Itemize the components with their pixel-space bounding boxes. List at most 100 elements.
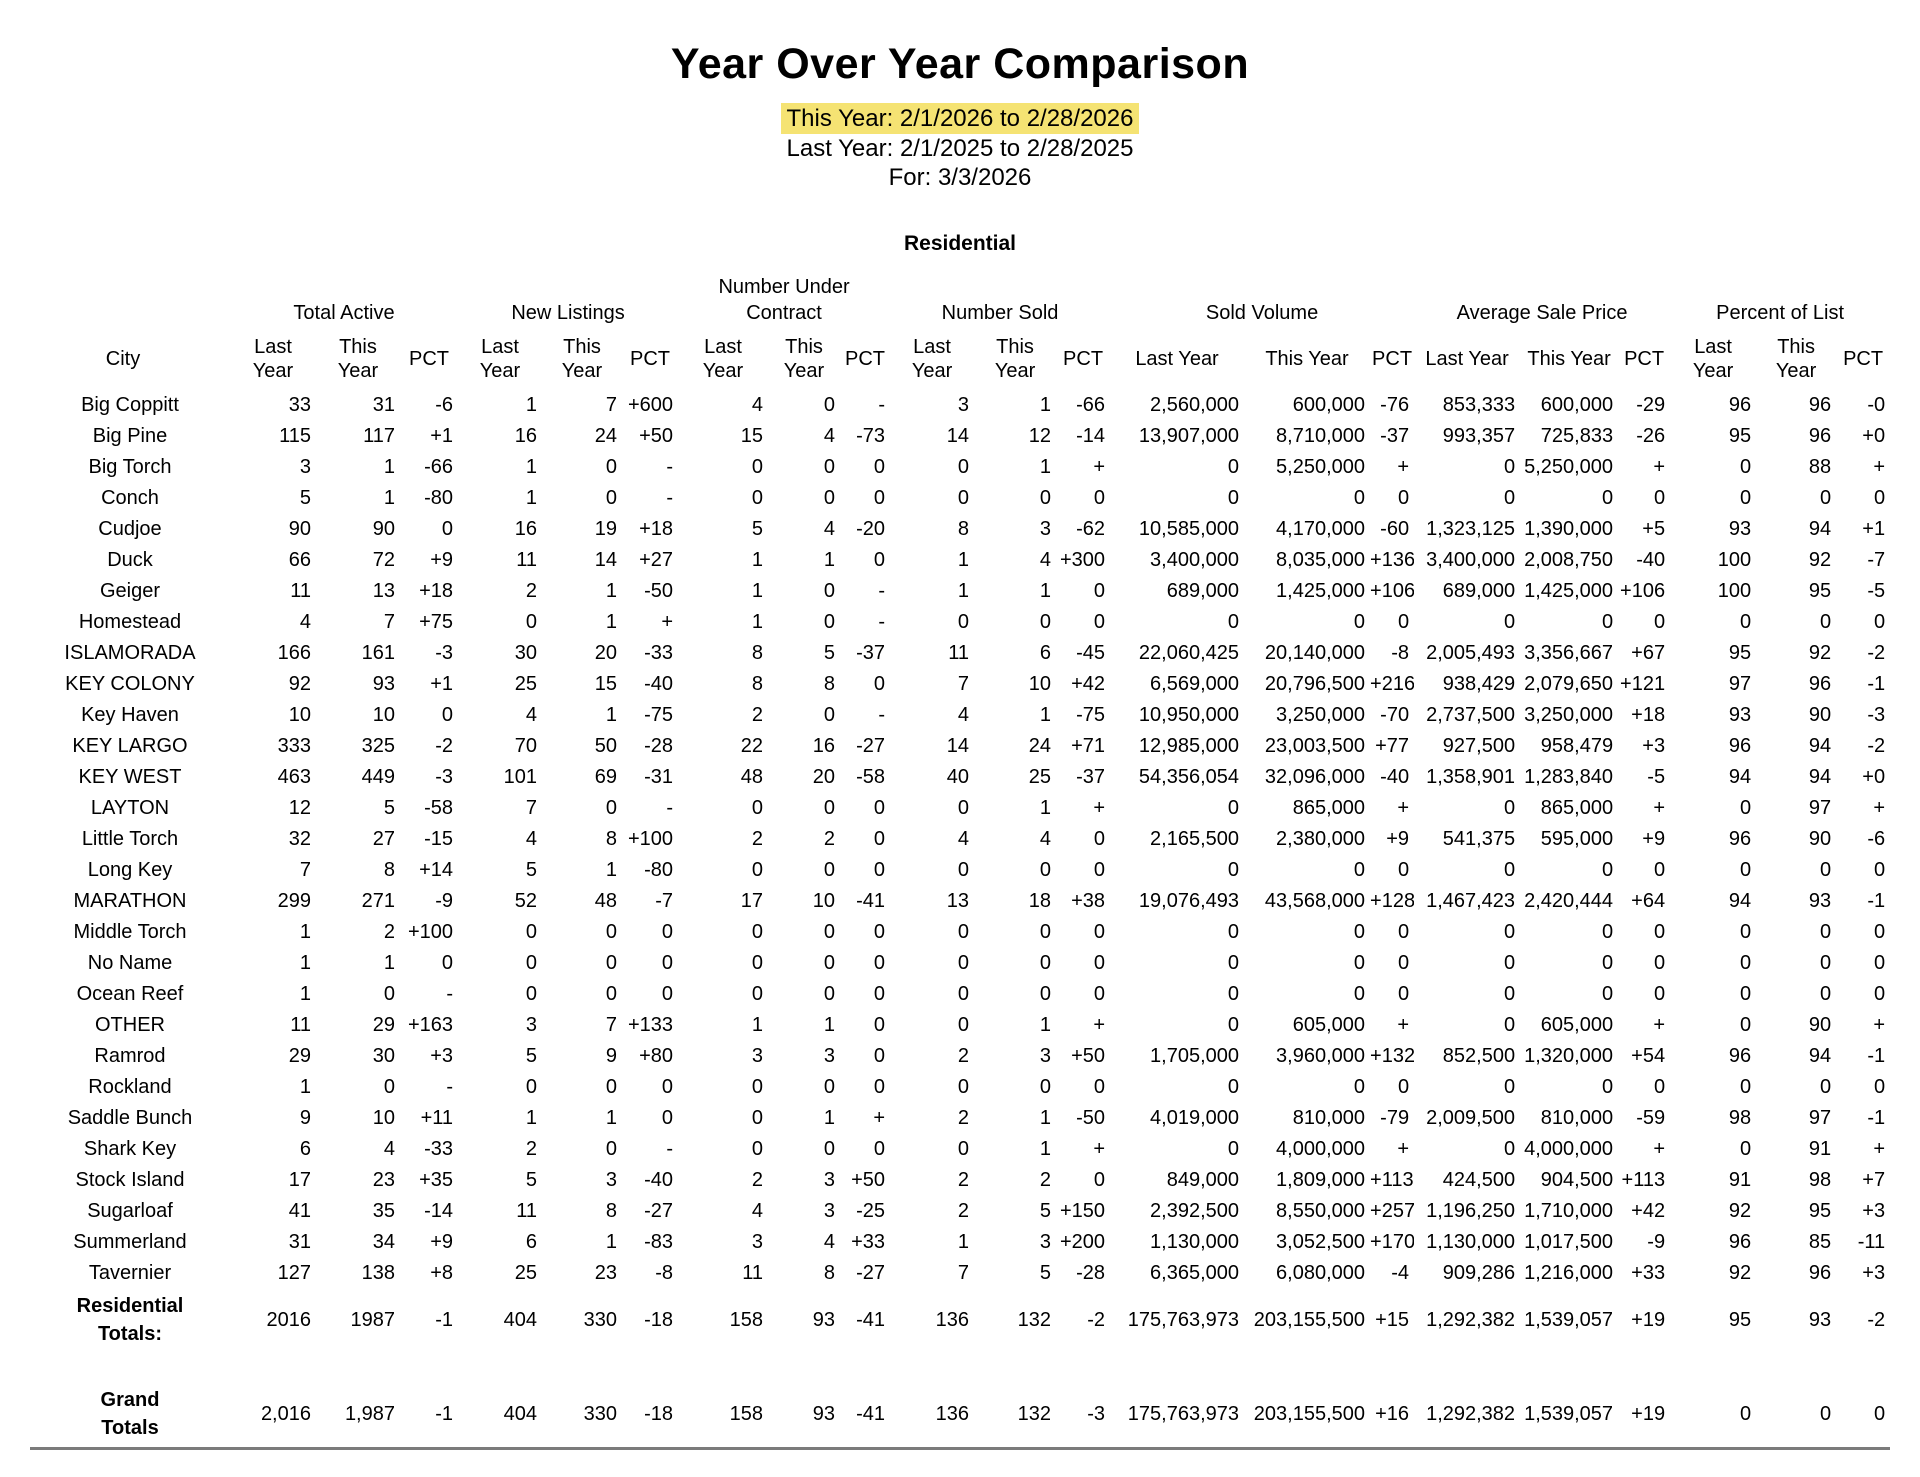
value-cell: 6	[299, 1138, 311, 1160]
value-cell: 0	[661, 1076, 674, 1098]
value-cell: 0	[1819, 487, 1832, 509]
value-cell: 0	[1503, 983, 1516, 1005]
value-cell: 0	[1739, 921, 1752, 943]
value-cell: 0	[957, 983, 970, 1005]
value-cell: 0	[957, 487, 970, 509]
value-cell: 0	[1739, 1014, 1752, 1036]
value-cell: -14	[1076, 425, 1106, 447]
last-year-range: Last Year: 2/1/2025 to 2/28/2025	[786, 135, 1134, 162]
table-row: KEY COLONY 92 93 +1 25 15 -40 8 8 0 7 10 +42 6,569,00…	[30, 669, 1890, 700]
value-cell: -1	[1867, 1107, 1886, 1129]
value-cell: 0	[1873, 952, 1886, 974]
value-cell: -59	[1636, 1107, 1666, 1129]
value-cell: 0	[1819, 1076, 1832, 1098]
value-cell: 1,390,000	[1524, 518, 1614, 540]
value-cell: 0	[1039, 1076, 1052, 1098]
value-cell: 2	[823, 828, 836, 850]
value-cell: 0	[1353, 487, 1366, 509]
value-cell: -37	[1380, 425, 1410, 447]
table-row: Rockland 1 0 - 0 0 0 0 0 0 0 0 0 0 0 0 0 0 0 0 0 0	[30, 1072, 1890, 1103]
value-cell: 85	[1808, 1231, 1832, 1253]
value-cell: 1	[299, 921, 311, 943]
value-cell: +9	[430, 1231, 454, 1253]
value-cell: 7	[525, 797, 538, 819]
value-cell: +121	[1620, 673, 1666, 695]
value-cell: 938,429	[1442, 673, 1516, 695]
value-cell: +	[1093, 1138, 1106, 1160]
value-cell: 93	[1808, 1309, 1832, 1331]
value-cell: 404	[503, 1309, 538, 1331]
value-cell: -40	[1636, 549, 1666, 571]
value-cell: +	[1653, 797, 1666, 819]
value-cell: 12	[288, 797, 311, 819]
city-cell: Saddle Bunch	[67, 1107, 193, 1129]
value-cell: 95	[1728, 1309, 1752, 1331]
value-cell: +133	[627, 1014, 674, 1036]
pct-header: PCT	[1843, 348, 1884, 370]
value-cell: 0	[1653, 1076, 1666, 1098]
value-cell: 0	[751, 487, 764, 509]
value-cell: 2,009,500	[1426, 1107, 1516, 1129]
value-cell: 0	[751, 1076, 764, 1098]
group-header: Number Under Contract	[718, 276, 850, 324]
value-cell: 1	[605, 611, 618, 633]
value-cell: 10	[812, 890, 836, 912]
table-row: Tavernier 127 138 +8 25 23 -8 11 8 -27 7 5 -28 6,365,…	[30, 1258, 1890, 1289]
value-cell: 1,710,000	[1524, 1200, 1614, 1222]
table-row: Big Pine 115 117 +1 16 24 +50 15 4 -73 14 12 -14 13,9…	[30, 421, 1890, 452]
value-cell: +50	[639, 425, 674, 447]
value-cell: 100	[1717, 580, 1752, 602]
value-cell: -6	[1867, 828, 1886, 850]
city-header: City	[105, 348, 141, 370]
value-cell: 93	[812, 1403, 836, 1425]
value-cell: 0	[605, 1138, 618, 1160]
value-cell: +42	[1071, 673, 1106, 695]
value-cell: 7	[299, 859, 311, 881]
value-cell: 8	[605, 1200, 618, 1222]
value-cell: +3	[1862, 1262, 1886, 1284]
city-cell: No Name	[87, 952, 173, 974]
value-cell: 11	[948, 642, 970, 664]
value-cell: -45	[1076, 642, 1106, 664]
value-cell: 3	[605, 1169, 618, 1191]
value-cell: 0	[441, 704, 454, 726]
value-cell: 993,357	[1442, 425, 1516, 447]
value-cell: 96	[1808, 425, 1832, 447]
value-cell: 927,500	[1442, 735, 1516, 757]
value-cell: 0	[661, 983, 674, 1005]
value-cell: 203,155,500	[1253, 1403, 1366, 1425]
value-cell: 3,052,500	[1276, 1231, 1366, 1253]
value-cell: +33	[1631, 1262, 1666, 1284]
value-cell: 0	[1227, 921, 1240, 943]
value-cell: 94	[1728, 766, 1752, 788]
value-cell: -5	[1647, 766, 1666, 788]
value-cell: 541,375	[1442, 828, 1516, 850]
value-cell: 90	[1808, 828, 1832, 850]
value-cell: 0	[1503, 456, 1516, 478]
value-cell: 2,560,000	[1150, 394, 1240, 416]
value-cell: 0	[1093, 921, 1106, 943]
value-cell: 88	[1808, 456, 1832, 478]
value-cell: 20,796,500	[1264, 673, 1366, 695]
value-cell: -25	[856, 1200, 886, 1222]
value-cell: 23,003,500	[1264, 735, 1366, 757]
value-cell: 3,400,000	[1150, 549, 1240, 571]
value-cell: 32	[288, 828, 311, 850]
value-cell: 8	[957, 518, 970, 540]
value-cell: 1,216,000	[1524, 1262, 1614, 1284]
value-cell: 689,000	[1442, 580, 1516, 602]
value-cell: +19	[1631, 1309, 1666, 1331]
value-cell: 91	[1808, 1138, 1832, 1160]
value-cell: 4	[1039, 549, 1052, 571]
value-cell: 25	[1028, 766, 1052, 788]
value-cell: 1,705,000	[1150, 1045, 1240, 1067]
value-cell: 1	[1039, 580, 1052, 602]
table-row: OTHER 11 29 +163 3 7 +133 1 1 0 0 1 +0 605,000 +0 605,0…	[30, 1010, 1890, 1041]
page-title: Year Over Year Comparison	[670, 40, 1250, 88]
value-cell: +132	[1370, 1045, 1415, 1067]
value-cell: 0	[1397, 611, 1410, 633]
value-cell: 136	[935, 1403, 970, 1425]
this-year-header: This Year	[1527, 348, 1611, 370]
value-cell: 8	[751, 673, 764, 695]
value-cell: 13,907,000	[1138, 425, 1240, 447]
